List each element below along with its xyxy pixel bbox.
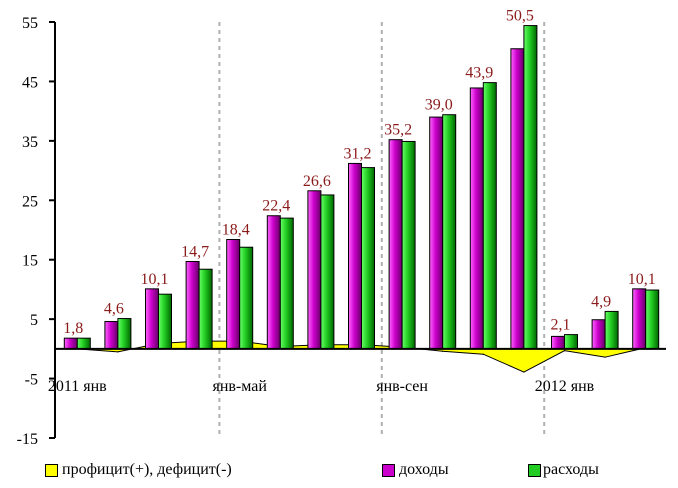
data-label: 4,6 bbox=[104, 301, 124, 318]
data-label: 43,9 bbox=[465, 65, 493, 82]
expenses-bar bbox=[198, 268, 213, 350]
y-tick-label: 15 bbox=[22, 253, 38, 270]
revenue-bar bbox=[63, 337, 78, 350]
y-tick-label: -5 bbox=[25, 372, 38, 389]
revenue-bar bbox=[266, 215, 281, 350]
expenses-bar bbox=[401, 140, 416, 350]
legend-swatch-balance bbox=[45, 463, 58, 477]
data-label: 1,8 bbox=[63, 320, 83, 337]
expenses-bar bbox=[442, 114, 457, 350]
y-tick-label: 35 bbox=[22, 134, 38, 151]
expenses-bar bbox=[604, 310, 619, 350]
y-tick-label: 25 bbox=[22, 193, 38, 210]
y-tick-label: 45 bbox=[22, 74, 38, 91]
expenses-bar bbox=[523, 25, 538, 350]
legend-swatch-expenses bbox=[528, 463, 541, 477]
data-label: 18,4 bbox=[222, 222, 250, 239]
data-label: 26,6 bbox=[303, 173, 331, 190]
revenue-bar bbox=[429, 116, 444, 350]
x-tick-label: 2012 янв bbox=[535, 378, 595, 395]
balance-point bbox=[482, 353, 484, 355]
expenses-bar bbox=[361, 167, 375, 350]
axes-layer: -15 -5 5 15 25 35 45 55 2011 янв янв-май янв-сен 20… bbox=[17, 15, 666, 448]
expenses-bar bbox=[482, 82, 497, 350]
revenue-bar bbox=[551, 335, 565, 350]
expenses-bar bbox=[239, 246, 254, 350]
revenue-bar bbox=[469, 87, 484, 350]
revenue-bar bbox=[226, 239, 241, 350]
x-tick-label: 2011 янв bbox=[48, 378, 107, 395]
y-tick-label: 5 bbox=[30, 312, 38, 329]
data-label: 4,9 bbox=[591, 293, 611, 310]
revenue-bar bbox=[307, 190, 322, 350]
revenue-bar bbox=[632, 288, 647, 350]
data-labels-layer: 1,8 4,6 10,1 14,7 18,4 22,4 26,6 31,2 35,2 39,0 43… bbox=[63, 8, 655, 338]
data-label: 50,5 bbox=[506, 8, 534, 25]
data-label: 39,0 bbox=[425, 97, 453, 114]
legend-label-balance: профицит(+), дефицит(-) bbox=[62, 461, 232, 478]
separator-lines bbox=[218, 22, 546, 438]
balance-point bbox=[563, 350, 566, 352]
y-tick-label: 55 bbox=[22, 15, 38, 32]
revenue-bar bbox=[591, 319, 606, 350]
x-tick-label: янв-сен bbox=[376, 378, 428, 395]
y-tick-label: -15 bbox=[17, 431, 38, 448]
balance-point bbox=[442, 350, 444, 352]
revenue-bar bbox=[348, 162, 362, 350]
expenses-bar bbox=[645, 289, 660, 350]
revenue-bar bbox=[185, 260, 200, 350]
expenses-bar bbox=[564, 334, 578, 350]
bars-layer bbox=[63, 25, 660, 350]
expenses-bar bbox=[320, 194, 335, 350]
data-label: 31,2 bbox=[344, 145, 372, 162]
balance-point bbox=[117, 351, 119, 353]
balance-point bbox=[523, 371, 525, 373]
legend-item-revenue: доходы bbox=[382, 460, 449, 480]
revenue-bar bbox=[104, 321, 119, 350]
expenses-bar bbox=[279, 217, 294, 350]
legend-item-expenses: расходы bbox=[528, 460, 599, 480]
revenue-bar bbox=[388, 139, 403, 350]
legend-swatch-revenue bbox=[382, 463, 395, 477]
revenue-bar bbox=[145, 288, 159, 350]
legend-label-expenses: расходы bbox=[543, 461, 599, 478]
data-label: 14,7 bbox=[181, 243, 209, 260]
expenses-bar bbox=[158, 293, 172, 350]
balance-point bbox=[604, 356, 606, 358]
x-tick-label: янв-май bbox=[212, 378, 267, 395]
revenue-bar bbox=[510, 48, 525, 350]
expenses-bar bbox=[76, 337, 91, 350]
data-label: 10,1 bbox=[141, 271, 169, 288]
expenses-bar bbox=[117, 318, 132, 350]
data-label: 22,4 bbox=[262, 198, 290, 215]
data-label: 10,1 bbox=[628, 271, 656, 288]
legend-label-revenue: доходы bbox=[399, 461, 449, 478]
data-label: 2,1 bbox=[551, 317, 571, 334]
data-label: 35,2 bbox=[384, 122, 412, 139]
legend-item-balance: профицит(+), дефицит(-) bbox=[45, 460, 232, 480]
